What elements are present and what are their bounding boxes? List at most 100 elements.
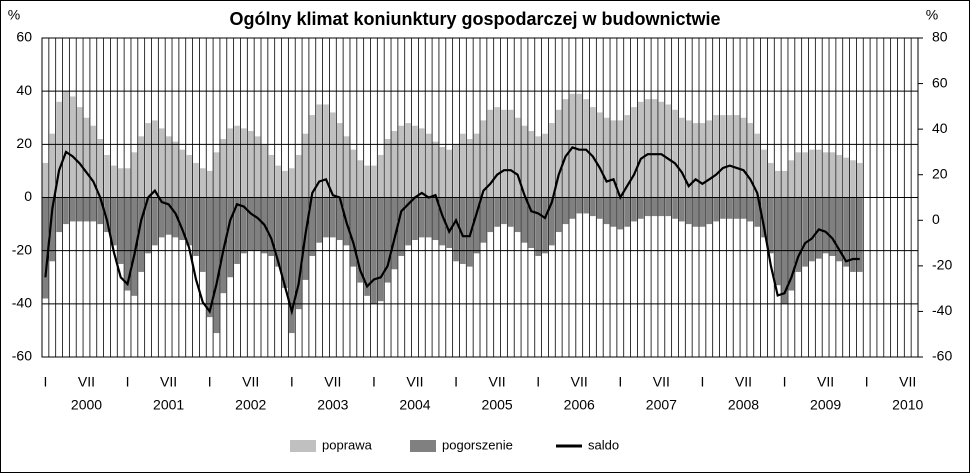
y2-tick-label: 80 [932,29,948,45]
y-tick-label: -20 [12,241,32,257]
legend-swatch [410,440,436,452]
bar [815,149,822,198]
bar [549,123,555,198]
y2-tick-label: -60 [932,348,952,364]
bar [227,128,234,198]
bar [56,197,62,233]
y2-tick-label: 20 [932,165,948,181]
bar [651,197,658,217]
bar [254,136,261,198]
y2-tick-label: -40 [932,302,952,318]
bar [726,115,733,198]
bar [754,197,760,227]
bar [843,157,849,198]
bar [357,160,364,198]
bar [42,197,49,299]
bar [720,115,726,198]
bar [316,104,322,198]
legend-label: saldo [588,437,619,452]
bar [439,146,446,198]
bar [788,197,795,291]
bar [138,197,145,272]
bar [377,197,384,302]
bar [268,154,275,198]
bar [90,197,97,222]
bar [809,197,815,262]
bar [761,197,767,238]
bar [480,120,487,198]
bar [610,120,617,198]
bar [706,197,713,225]
bar [350,149,357,198]
bar [234,125,240,198]
bar [590,197,596,217]
bar [480,197,487,243]
bar [49,197,56,262]
bar [501,109,507,198]
bar [138,136,145,198]
bar [644,197,651,217]
bar [850,160,856,198]
bar [528,197,535,249]
bar [720,197,726,219]
bar [528,131,535,198]
bar [802,197,808,267]
bar [658,197,665,217]
bar [323,104,329,198]
x-tick-label: I [865,374,869,390]
bar [364,165,370,198]
bar [288,168,295,198]
bar [213,197,220,334]
bar [343,136,350,198]
bar [391,197,398,270]
bar [460,133,466,198]
x-tick-label: I [700,374,704,390]
x-tick-label: I [454,374,458,390]
bar [576,93,583,198]
bar [829,197,836,256]
bar [535,136,541,198]
bar [494,197,500,227]
bar [542,197,548,254]
bar [186,197,192,246]
bar [309,115,316,198]
bar [330,197,336,238]
bar [371,165,377,198]
bar [152,197,158,246]
x-tick-label: VII [735,374,752,390]
bar [795,152,802,198]
bar [665,197,672,217]
bar [275,165,281,198]
bar [439,197,446,246]
bar [535,197,541,256]
bar [241,128,247,198]
bar [460,197,466,264]
y-tick-label: -60 [12,348,32,364]
bar [316,197,322,243]
bar [384,197,391,283]
bar [336,123,343,198]
bar [644,99,651,198]
bar [569,197,576,219]
bar [90,125,97,198]
bar [323,197,329,238]
legend-swatch [290,440,316,452]
bar [521,197,528,243]
bar [432,141,439,198]
x-tick-label: VII [160,374,177,390]
bar [726,197,733,219]
bar [679,197,685,222]
y-tick-label: 60 [16,29,32,45]
bar [795,197,802,272]
bar [672,197,678,219]
bar [836,197,843,262]
bar [425,197,432,238]
bar [220,139,227,198]
bar [466,139,473,198]
bar [638,101,644,198]
bar [692,123,699,198]
bar [295,197,302,310]
bar [330,112,336,198]
bar [809,149,815,198]
